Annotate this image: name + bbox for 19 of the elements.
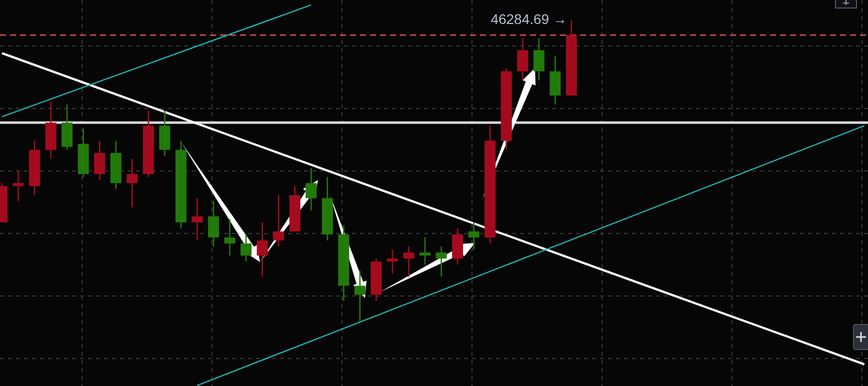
candlestick bbox=[386, 248, 398, 274]
candlestick bbox=[192, 198, 203, 242]
candlestick bbox=[468, 222, 480, 250]
candlestick bbox=[126, 158, 138, 208]
candlestick bbox=[420, 236, 431, 266]
candlestick bbox=[224, 218, 236, 256]
candlestick bbox=[273, 194, 284, 248]
candlestick bbox=[240, 234, 252, 262]
candlestick bbox=[94, 140, 106, 181]
candlestick bbox=[533, 37, 544, 82]
candlestick bbox=[436, 246, 447, 278]
candlestick bbox=[306, 167, 317, 211]
candlestick bbox=[12, 170, 24, 202]
candlestick bbox=[208, 200, 220, 248]
candlestick bbox=[403, 246, 414, 278]
candlestick bbox=[354, 270, 366, 323]
candlestick bbox=[256, 222, 268, 278]
ref-line-label: 46284.69 → bbox=[490, 11, 567, 28]
candlestick bbox=[517, 37, 528, 82]
